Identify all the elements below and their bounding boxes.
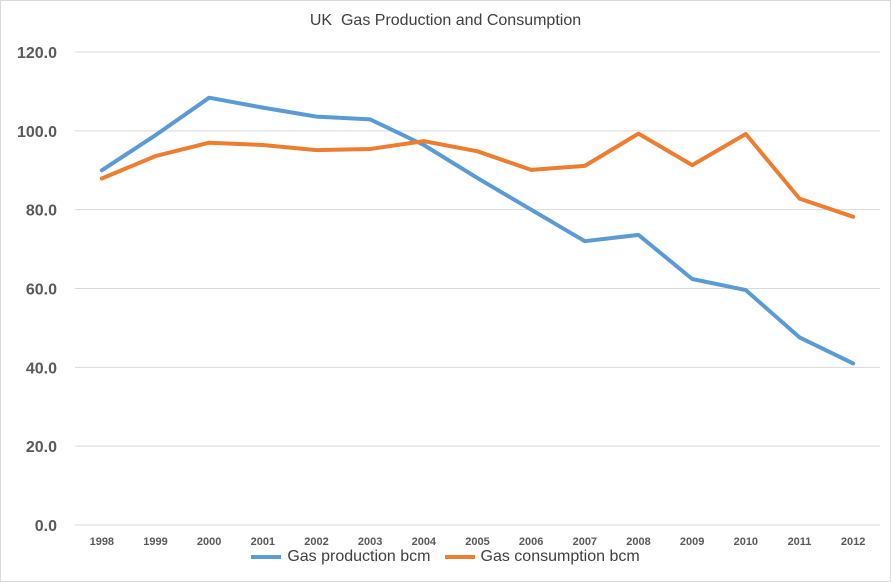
y-axis-tick-labels: 0.0 20.0 40.0 60.0 80.0 100.0 120.0 — [17, 45, 57, 535]
x-tick-label: 2011 — [788, 536, 812, 548]
x-tick-label: 2008 — [626, 536, 650, 548]
x-tick-label: 2012 — [841, 536, 865, 548]
x-tick-label: 2007 — [573, 536, 597, 548]
y-tick-label: 20.0 — [26, 439, 57, 456]
x-tick-label: 2010 — [734, 536, 758, 548]
x-tick-label: 2004 — [412, 536, 437, 548]
y-tick-label: 100.0 — [17, 124, 57, 141]
series-line-production — [99, 95, 856, 366]
legend-swatch-production — [251, 555, 282, 559]
legend-label-production: Gas production bcm — [287, 548, 431, 565]
x-tick-label: 2000 — [197, 536, 221, 548]
legend-item-production: Gas production bcm — [251, 548, 431, 566]
x-tick-label: 2002 — [304, 536, 328, 548]
x-tick-label: 2001 — [251, 536, 275, 548]
x-tick-label: 1998 — [90, 536, 114, 548]
chart-title: UK Gas Production and Consumption — [309, 12, 582, 29]
y-tick-label: 0.0 — [35, 518, 57, 535]
legend: Gas production bcm Gas consumption bcm — [0, 548, 891, 566]
y-tick-label: 120.0 — [17, 45, 57, 62]
y-tick-label: 60.0 — [26, 282, 57, 299]
x-tick-label: 2005 — [465, 536, 489, 548]
x-tick-label: 1999 — [143, 536, 167, 548]
x-tick-label: 2006 — [519, 536, 543, 548]
y-tick-label: 80.0 — [26, 203, 57, 220]
x-axis-tick-labels: 1998 1999 2000 2001 2002 2003 2004 2005 2006 2007… — [90, 536, 866, 548]
legend-item-consumption: Gas consumption bcm — [444, 548, 640, 566]
y-tick-label: 40.0 — [26, 360, 57, 377]
x-tick-label: 2009 — [680, 536, 704, 548]
legend-swatch-consumption — [444, 555, 475, 559]
gridlines — [75, 51, 880, 526]
x-tick-label: 2003 — [358, 536, 382, 548]
series-line-consumption — [99, 131, 856, 219]
legend-label-consumption: Gas consumption bcm — [480, 548, 640, 565]
series-lines — [99, 95, 856, 366]
